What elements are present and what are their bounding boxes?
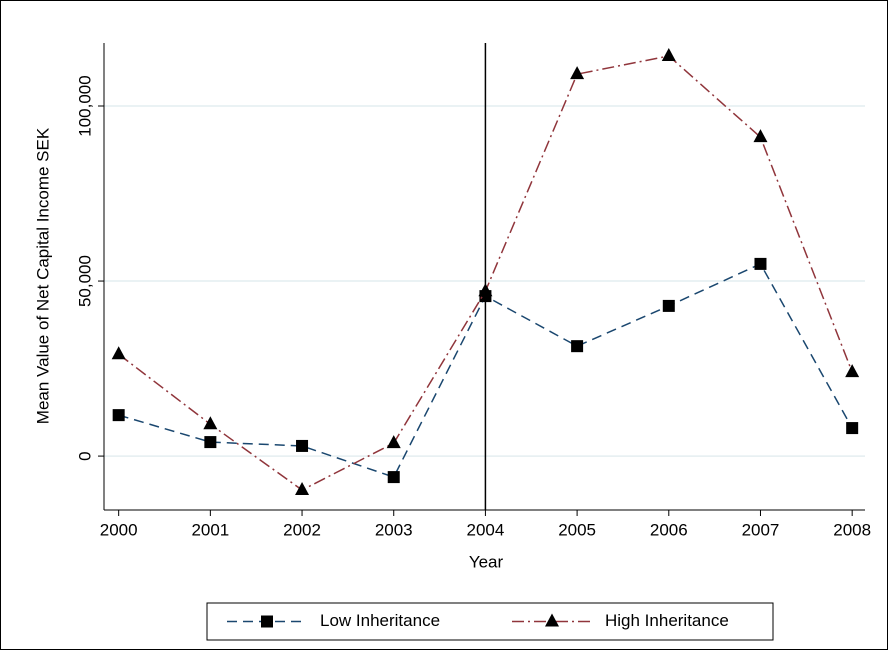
legend-label: High Inheritance <box>605 611 729 630</box>
data-point <box>296 439 309 452</box>
x-tick-label: 2002 <box>283 520 321 539</box>
x-tick-label: 2008 <box>833 520 871 539</box>
x-tick-label: 2005 <box>558 520 596 539</box>
data-point <box>295 482 310 496</box>
legend-box <box>206 602 774 641</box>
x-axis-label: Year <box>469 552 504 571</box>
data-point <box>386 435 401 449</box>
data-point <box>478 283 493 297</box>
x-tick-label: 2003 <box>375 520 413 539</box>
data-point <box>754 257 767 270</box>
data-point <box>204 436 217 449</box>
data-point <box>661 47 676 61</box>
data-point <box>570 66 585 80</box>
data-point <box>662 299 675 312</box>
x-tick-label: 2004 <box>467 520 505 539</box>
x-tick-label: 2007 <box>742 520 780 539</box>
data-point <box>203 416 218 430</box>
x-tick-label: 2006 <box>650 520 688 539</box>
legend-marker <box>545 613 559 627</box>
y-tick-label: 100,000 <box>75 75 94 136</box>
data-point <box>845 364 860 378</box>
data-point <box>846 422 859 435</box>
x-tick-label: 2000 <box>100 520 138 539</box>
data-point <box>111 346 126 360</box>
y-axis-label: Mean Value of Net Capital Income SEK <box>33 127 52 424</box>
y-tick-label: 0 <box>75 451 94 460</box>
legend-marker <box>261 615 273 628</box>
data-point <box>753 129 768 143</box>
legend-label: Low Inheritance <box>320 611 440 630</box>
data-point <box>387 471 400 484</box>
x-tick-label: 2001 <box>191 520 229 539</box>
data-point <box>112 409 125 422</box>
data-point <box>571 340 584 353</box>
y-tick-label: 50,000 <box>75 255 94 307</box>
